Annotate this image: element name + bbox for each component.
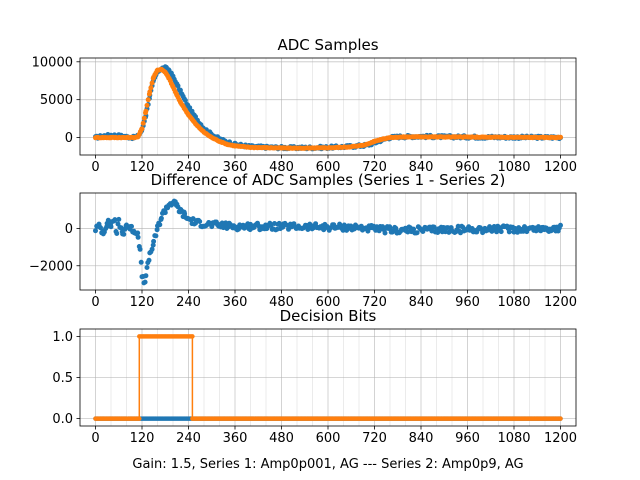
x-tick-label: 0 [91,431,99,446]
x-tick-label: 960 [455,295,480,310]
x-tick-label: 480 [269,431,294,446]
x-tick-label: 480 [269,160,294,175]
y-tick-label: 0 [65,131,73,146]
x-tick-label: 120 [130,431,155,446]
y-tick-label: 10000 [32,55,73,70]
x-tick-label: 1200 [544,295,577,310]
y-tick-label: −2000 [29,259,73,274]
x-axis-label: Gain: 1.5, Series 1: Amp0p001, AG --- Se… [132,457,523,472]
x-tick-label: 960 [455,431,480,446]
x-tick-label: 1200 [544,431,577,446]
x-tick-label: 840 [409,295,434,310]
x-tick-label: 1200 [544,160,577,175]
chart-title: Decision Bits [280,307,377,325]
y-tick-label: 0.5 [52,371,73,386]
y-tick-label: 0.0 [52,412,73,427]
decision-bits-plot: 0 120 240 360 480 600 720 840 960 1080 1200 0.0 0.5 1… [52,307,577,472]
x-tick-label: 840 [409,431,434,446]
x-tick-label: 600 [316,160,341,175]
x-tick-label: 0 [91,295,99,310]
y-tick-label: 0 [65,222,73,237]
data-layer [93,334,563,421]
series-points [93,334,563,421]
series-2 [93,66,563,151]
x-tick-label: 240 [176,295,201,310]
x-tick-label: 120 [130,160,155,175]
chart-title: Difference of ADC Samples (Series 1 - Se… [151,171,506,189]
series-points [93,66,563,151]
x-tick-label: 1080 [497,431,530,446]
x-tick-label: 120 [130,295,155,310]
x-tick-label: 720 [362,431,387,446]
data-layer [93,64,563,152]
x-tick-label: 240 [176,431,201,446]
x-tick-label: 840 [409,160,434,175]
x-tick-label: 720 [362,295,387,310]
x-tick-label: 240 [176,160,201,175]
y-tick-label: 1.0 [52,330,73,345]
x-tick-label: 600 [316,295,341,310]
chart-title: ADC Samples [277,36,378,54]
x-tick-label: 1080 [497,160,530,175]
series-1 [93,198,563,286]
x-tick-label: 480 [269,295,294,310]
data-layer [93,198,563,286]
x-tick-label: 360 [223,295,248,310]
x-tick-label: 600 [316,431,341,446]
series-2 [93,334,563,421]
x-tick-label: 960 [455,160,480,175]
x-tick-label: 0 [91,160,99,175]
y-tick-label: 5000 [40,93,73,108]
x-tick-label: 720 [362,160,387,175]
x-tick-label: 1080 [497,295,530,310]
series-points [93,198,563,286]
x-tick-label: 360 [223,431,248,446]
difference-plot: 0 120 240 360 480 600 720 840 960 1080 1200 −2000 0 D… [29,171,577,310]
adc-samples-plot: 0 120 240 360 480 600 720 840 960 1080 1200 0 5000 10… [32,36,577,175]
x-tick-label: 360 [223,160,248,175]
